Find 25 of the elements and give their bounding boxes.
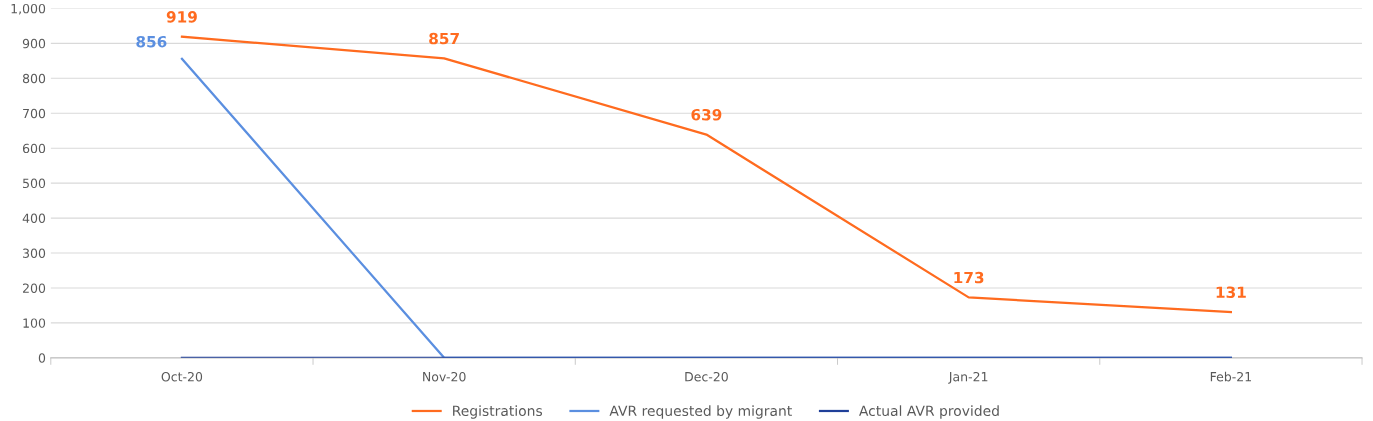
y-tick-label: 200 <box>23 283 46 293</box>
data-label: 856 <box>136 35 167 48</box>
data-label: 919 <box>166 11 197 23</box>
y-tick-label: 500 <box>23 178 46 189</box>
x-tick-label: Nov-20 <box>423 371 466 382</box>
legend-label: AVR requested by migrant <box>609 405 792 419</box>
y-tick-label: 400 <box>22 213 46 223</box>
y-tick-label: 300 <box>23 248 46 258</box>
legend-label: Actual AVR provided <box>859 405 999 419</box>
y-tick-label: 700 <box>23 108 46 119</box>
x-tick-label: Jan-21 <box>948 371 988 384</box>
y-tick-label: 0 <box>38 353 46 363</box>
x-tick-label: Oct-20 <box>161 371 203 382</box>
legend-label: Registrations <box>453 405 543 419</box>
data-label: 131 <box>1216 286 1246 298</box>
y-tick-label: 1,000 <box>11 3 46 15</box>
data-label: 639 <box>691 108 722 121</box>
y-tick-label: 100 <box>23 318 46 328</box>
x-tick-label: Feb-21 <box>1210 371 1252 382</box>
data-label: 857 <box>429 32 459 45</box>
y-tick-label: 800 <box>22 73 46 84</box>
x-tick-label: Dec-20 <box>685 371 728 382</box>
y-tick-label: 600 <box>22 143 46 154</box>
data-label: 173 <box>954 271 984 284</box>
y-tick-label: 900 <box>22 38 46 49</box>
